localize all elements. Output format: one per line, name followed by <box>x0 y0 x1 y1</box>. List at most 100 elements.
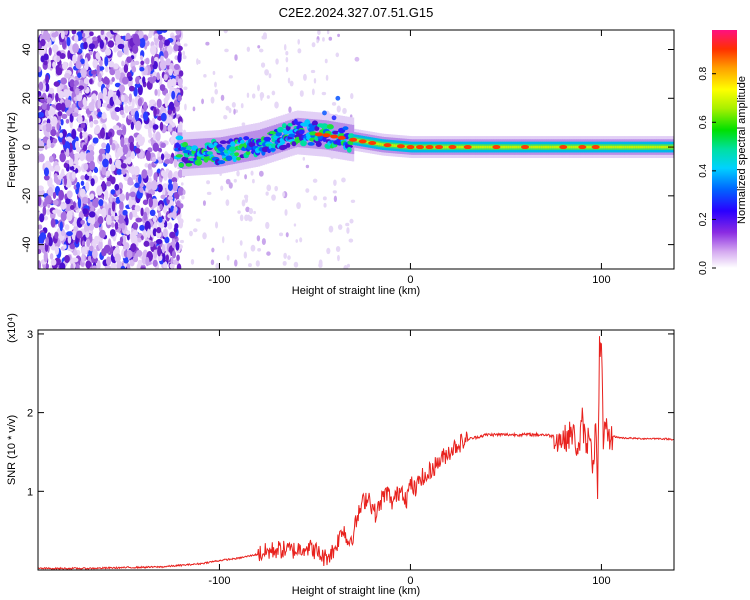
heatmap-cell <box>82 208 88 215</box>
heatmap-cell <box>38 185 44 192</box>
heatmap-cell <box>103 244 111 254</box>
heatmap-cell <box>212 70 216 76</box>
heatmap-cell <box>393 144 396 147</box>
heatmap-cell <box>143 240 150 247</box>
heatmap-cell <box>167 222 173 230</box>
heatmap-cell <box>140 266 146 269</box>
heatmap-cell <box>255 260 260 267</box>
heatmap-cell <box>167 170 173 180</box>
spectrogram-panel: -100 0 100 -40 -20 0 20 40 Height of straight l… <box>6 29 675 297</box>
heatmap-cell <box>93 126 101 135</box>
heatmap-cell <box>148 131 153 138</box>
heatmap-cell <box>156 226 162 234</box>
heatmap-cell <box>80 246 88 255</box>
heatmap-cell <box>81 32 86 38</box>
heatmap-cell <box>62 89 70 98</box>
heatmap-cell <box>446 145 450 149</box>
heatmap-cell <box>328 36 333 41</box>
heatmap-cell <box>60 203 67 210</box>
heatmap-cell <box>406 145 415 150</box>
heatmap-cell <box>289 80 294 87</box>
heatmap-cell <box>107 40 115 48</box>
heatmap-cell <box>152 75 157 82</box>
heatmap-cell <box>164 39 171 47</box>
heatmap-cell <box>269 126 272 156</box>
heatmap-cell <box>274 185 279 192</box>
heatmap-cell <box>349 218 354 224</box>
heatmap-cell <box>274 101 279 109</box>
heatmap-cell <box>285 66 289 73</box>
heatmap-cell <box>113 63 119 70</box>
heatmap-cell <box>106 180 112 187</box>
heatmap-cell <box>219 147 224 153</box>
heatmap-cell <box>343 265 349 269</box>
heatmap-cell <box>85 231 90 238</box>
heatmap-cell <box>177 53 182 63</box>
heatmap-cell <box>287 255 291 260</box>
heatmap-cell <box>45 236 49 246</box>
heatmap-cell <box>603 145 606 149</box>
heatmap-cell <box>44 109 49 118</box>
heatmap-cell <box>144 163 149 168</box>
heatmap-cell <box>38 111 45 118</box>
heatmap-cell <box>316 39 319 44</box>
heatmap-cell <box>257 84 260 92</box>
heatmap-cell <box>266 251 271 256</box>
heatmap-cell <box>559 145 568 150</box>
heatmap-cell <box>346 146 352 153</box>
heatmap-cell <box>337 224 343 230</box>
heatmap-cell <box>145 57 150 65</box>
heatmap-cell <box>337 254 340 262</box>
heatmap-cell <box>257 247 262 252</box>
heatmap-cell <box>40 96 45 104</box>
heatmap-cell <box>127 76 133 82</box>
heatmap-cell <box>108 60 115 68</box>
heatmap-cell <box>337 33 341 38</box>
heatmap-cell <box>79 151 85 162</box>
y-tick-label: -40 <box>21 237 33 253</box>
heatmap-cell <box>143 211 148 221</box>
heatmap-cell <box>108 207 112 218</box>
spectrogram-frame <box>37 29 675 270</box>
heatmap-cell <box>488 145 492 149</box>
heatmap-cell <box>250 244 256 252</box>
heatmap-cell <box>88 211 96 218</box>
snr-marks <box>38 336 674 570</box>
heatmap-cell <box>150 241 154 248</box>
heatmap-cell <box>591 145 600 150</box>
heatmap-cell <box>376 142 379 145</box>
heatmap-cell <box>236 156 241 161</box>
heatmap-cell <box>101 142 107 149</box>
heatmap-cell <box>435 145 444 150</box>
heatmap-cell <box>58 90 64 99</box>
heatmap-cell <box>172 181 178 192</box>
heatmap-cell <box>84 57 88 67</box>
heatmap-cell <box>38 117 41 124</box>
heatmap-cell <box>354 56 360 62</box>
heatmap-cell <box>381 143 385 146</box>
heatmap-cell <box>136 263 141 269</box>
heatmap-cell <box>266 184 272 192</box>
heatmap-cell <box>66 210 73 222</box>
heatmap-cell <box>167 195 174 201</box>
heatmap-cell <box>38 106 42 111</box>
heatmap-cell <box>46 208 51 216</box>
heatmap-cell <box>433 145 436 149</box>
heatmap-cell <box>97 72 102 83</box>
heatmap-cell <box>152 142 160 152</box>
heatmap-cell <box>126 156 132 165</box>
heatmap-cell <box>666 145 669 149</box>
heatmap-cell <box>112 125 120 130</box>
heatmap-cell <box>133 165 140 176</box>
heatmap-cell <box>145 150 151 161</box>
heatmap-cell <box>80 122 86 129</box>
heatmap-cell <box>285 232 289 238</box>
heatmap-cell <box>305 188 310 193</box>
heatmap-cell <box>134 147 141 154</box>
heatmap-cell <box>99 60 103 67</box>
heatmap-cell <box>184 103 187 111</box>
heatmap-cell <box>104 265 112 269</box>
heatmap-cell <box>175 241 180 251</box>
heatmap-cell <box>160 142 166 149</box>
